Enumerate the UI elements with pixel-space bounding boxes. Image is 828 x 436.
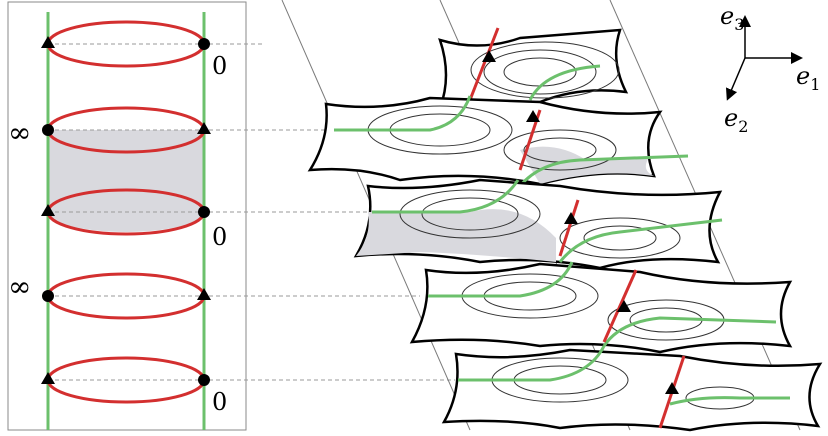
level-markers [41,36,211,386]
triangle-marker [197,122,211,134]
triangle-marker [41,204,55,216]
level-label-2: ∞ [8,116,31,149]
e2-label: e2 [724,104,748,136]
triangle-marker [41,36,55,48]
left-panel-frame [7,1,247,431]
e3-label: e3 [720,2,744,34]
level-label-1: 0 [212,52,227,80]
shaded-band [48,130,204,232]
e2-arrow [725,57,746,101]
dot-marker [198,374,210,386]
sheet-5 [441,345,823,432]
sheet-1 [438,27,629,110]
level-label-3: 0 [212,223,227,251]
level-label-5: 0 [212,388,227,416]
shaded-band-top [48,130,204,150]
dot-marker [42,124,54,136]
triangle-marker [197,288,211,300]
dot-marker [198,206,210,218]
sheet-3 [353,178,723,270]
triangle-marker [41,372,55,384]
dot-marker [198,38,210,50]
dot-marker [42,290,54,302]
axis-triad [725,15,803,101]
sheet-4 [409,261,793,354]
level-label-4: ∞ [8,270,31,303]
sheet-2 [307,95,689,187]
e1-label: e1 [796,62,820,94]
